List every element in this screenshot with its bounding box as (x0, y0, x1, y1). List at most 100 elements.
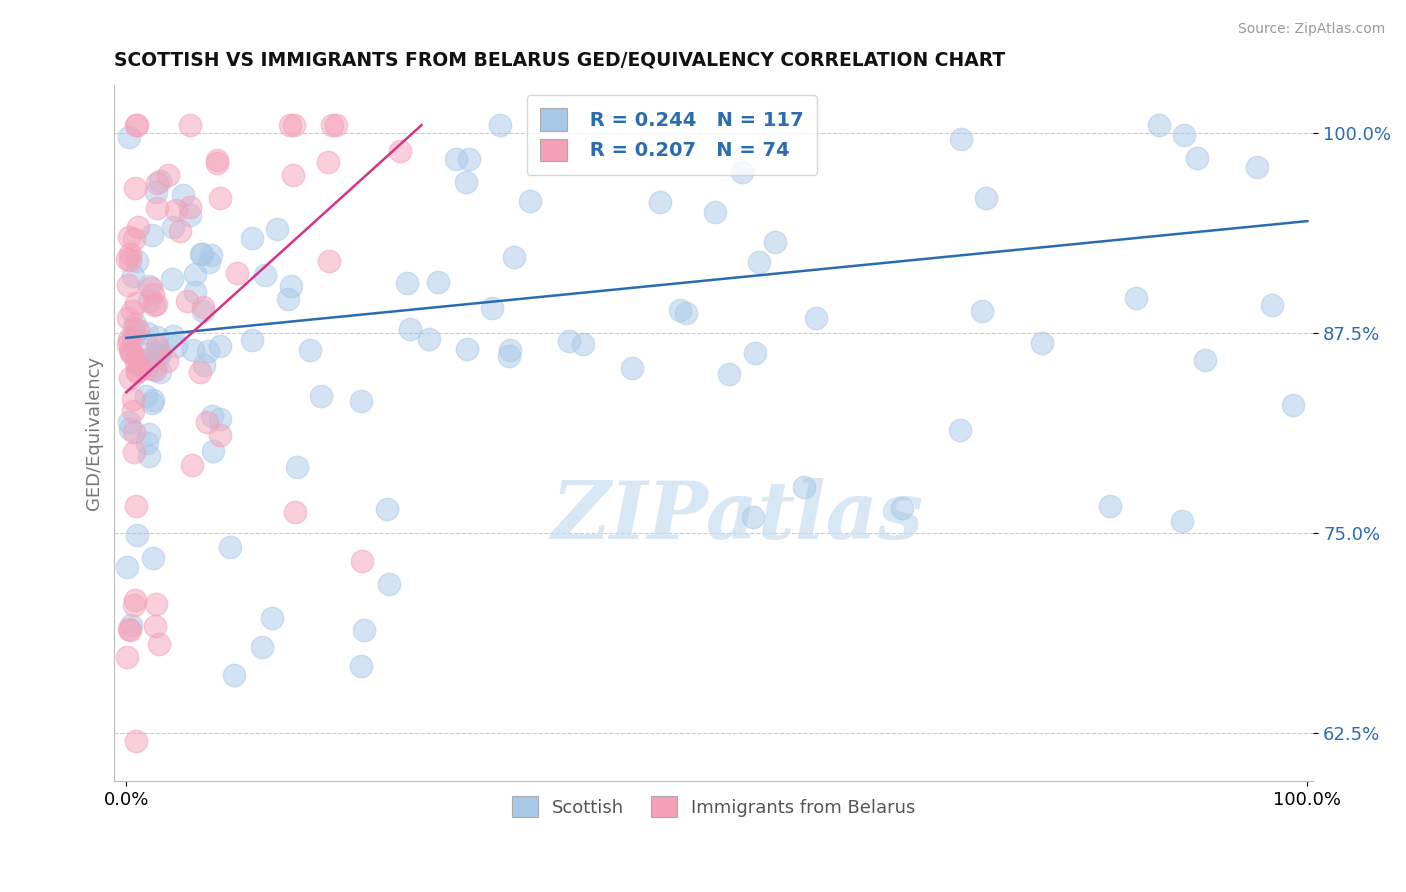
Point (252, 640, 274, 654)
Point (498, 349, 520, 363)
Point (179, 208, 201, 222)
Point (1171, 514, 1194, 528)
Point (949, 132, 972, 146)
Point (165, 203, 187, 218)
Point (121, 404, 143, 418)
Point (118, 343, 141, 358)
Point (135, 361, 157, 376)
Point (138, 278, 160, 293)
Point (197, 344, 219, 359)
Point (1173, 128, 1195, 142)
Point (278, 118, 301, 132)
Point (117, 229, 139, 244)
Point (184, 285, 207, 300)
Point (156, 168, 179, 182)
Point (127, 351, 149, 366)
Point (1246, 160, 1268, 174)
Point (742, 509, 765, 524)
Point (115, 650, 138, 665)
Point (122, 321, 145, 335)
Point (284, 505, 307, 519)
Point (124, 231, 146, 245)
Text: ZIPatlas: ZIPatlas (551, 478, 924, 556)
Point (122, 599, 145, 613)
Point (949, 423, 972, 437)
Point (498, 343, 520, 357)
Point (353, 623, 375, 637)
Point (731, 165, 754, 179)
Point (125, 734, 148, 748)
Point (117, 332, 139, 346)
Point (145, 597, 167, 611)
Point (124, 425, 146, 439)
Point (118, 371, 141, 385)
Point (121, 268, 143, 283)
Point (377, 577, 399, 591)
Point (669, 303, 692, 318)
Point (131, 359, 153, 374)
Point (146, 202, 169, 216)
Point (118, 624, 141, 638)
Point (190, 247, 212, 261)
Point (146, 330, 169, 344)
Point (118, 415, 141, 429)
Point (127, 356, 149, 370)
Point (117, 129, 139, 144)
Point (160, 272, 183, 286)
Point (793, 480, 815, 494)
Point (262, 611, 284, 625)
Point (115, 559, 138, 574)
Point (457, 153, 479, 167)
Point (122, 331, 145, 345)
Point (1098, 499, 1121, 513)
Point (135, 389, 157, 403)
Point (201, 409, 224, 423)
Point (316, 154, 339, 169)
Point (190, 365, 212, 379)
Point (141, 227, 163, 242)
Point (125, 295, 148, 310)
Point (142, 362, 165, 376)
Point (285, 459, 308, 474)
Point (321, 118, 343, 132)
Point (1194, 353, 1216, 368)
Point (399, 322, 422, 336)
Point (519, 194, 541, 208)
Point (124, 181, 146, 195)
Point (117, 337, 139, 351)
Point (118, 422, 141, 436)
Point (125, 118, 148, 132)
Point (456, 174, 478, 188)
Point (748, 255, 770, 269)
Point (207, 153, 229, 167)
Point (804, 310, 827, 325)
Point (165, 339, 187, 353)
Point (145, 176, 167, 190)
Point (145, 297, 167, 311)
Point (311, 388, 333, 402)
Point (143, 298, 166, 312)
Point (117, 311, 139, 326)
Point (145, 619, 167, 633)
Point (444, 152, 467, 166)
Point (375, 502, 398, 516)
Point (1282, 398, 1305, 412)
Point (744, 345, 766, 359)
Point (124, 592, 146, 607)
Point (145, 185, 167, 199)
Point (254, 268, 277, 282)
Point (208, 428, 231, 442)
Point (131, 345, 153, 359)
Point (121, 392, 143, 406)
Point (675, 306, 697, 320)
Point (197, 415, 219, 429)
Point (208, 191, 231, 205)
Point (121, 346, 143, 360)
Point (184, 267, 207, 281)
Point (162, 328, 184, 343)
Point (650, 194, 672, 209)
Point (135, 436, 157, 450)
Point (138, 293, 160, 308)
Point (1187, 151, 1209, 165)
Point (181, 458, 204, 472)
